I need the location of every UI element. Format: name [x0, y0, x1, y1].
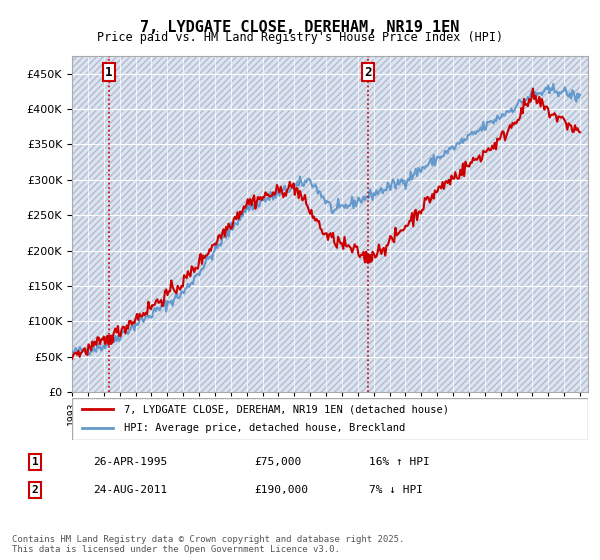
Text: 7% ↓ HPI: 7% ↓ HPI [369, 485, 423, 495]
Text: 26-APR-1995: 26-APR-1995 [92, 457, 167, 467]
Text: 16% ↑ HPI: 16% ↑ HPI [369, 457, 430, 467]
Text: 24-AUG-2011: 24-AUG-2011 [92, 485, 167, 495]
Text: HPI: Average price, detached house, Breckland: HPI: Average price, detached house, Brec… [124, 423, 405, 433]
Text: £190,000: £190,000 [254, 485, 308, 495]
Text: Contains HM Land Registry data © Crown copyright and database right 2025.
This d: Contains HM Land Registry data © Crown c… [12, 535, 404, 554]
Text: 2: 2 [32, 485, 38, 495]
Text: 2: 2 [364, 66, 372, 79]
Text: 7, LYDGATE CLOSE, DEREHAM, NR19 1EN (detached house): 7, LYDGATE CLOSE, DEREHAM, NR19 1EN (det… [124, 404, 449, 414]
Text: Price paid vs. HM Land Registry's House Price Index (HPI): Price paid vs. HM Land Registry's House … [97, 31, 503, 44]
Text: 7, LYDGATE CLOSE, DEREHAM, NR19 1EN: 7, LYDGATE CLOSE, DEREHAM, NR19 1EN [140, 20, 460, 35]
Text: 1: 1 [105, 66, 113, 79]
Text: 1: 1 [32, 457, 38, 467]
Text: £75,000: £75,000 [254, 457, 301, 467]
FancyBboxPatch shape [72, 398, 588, 440]
